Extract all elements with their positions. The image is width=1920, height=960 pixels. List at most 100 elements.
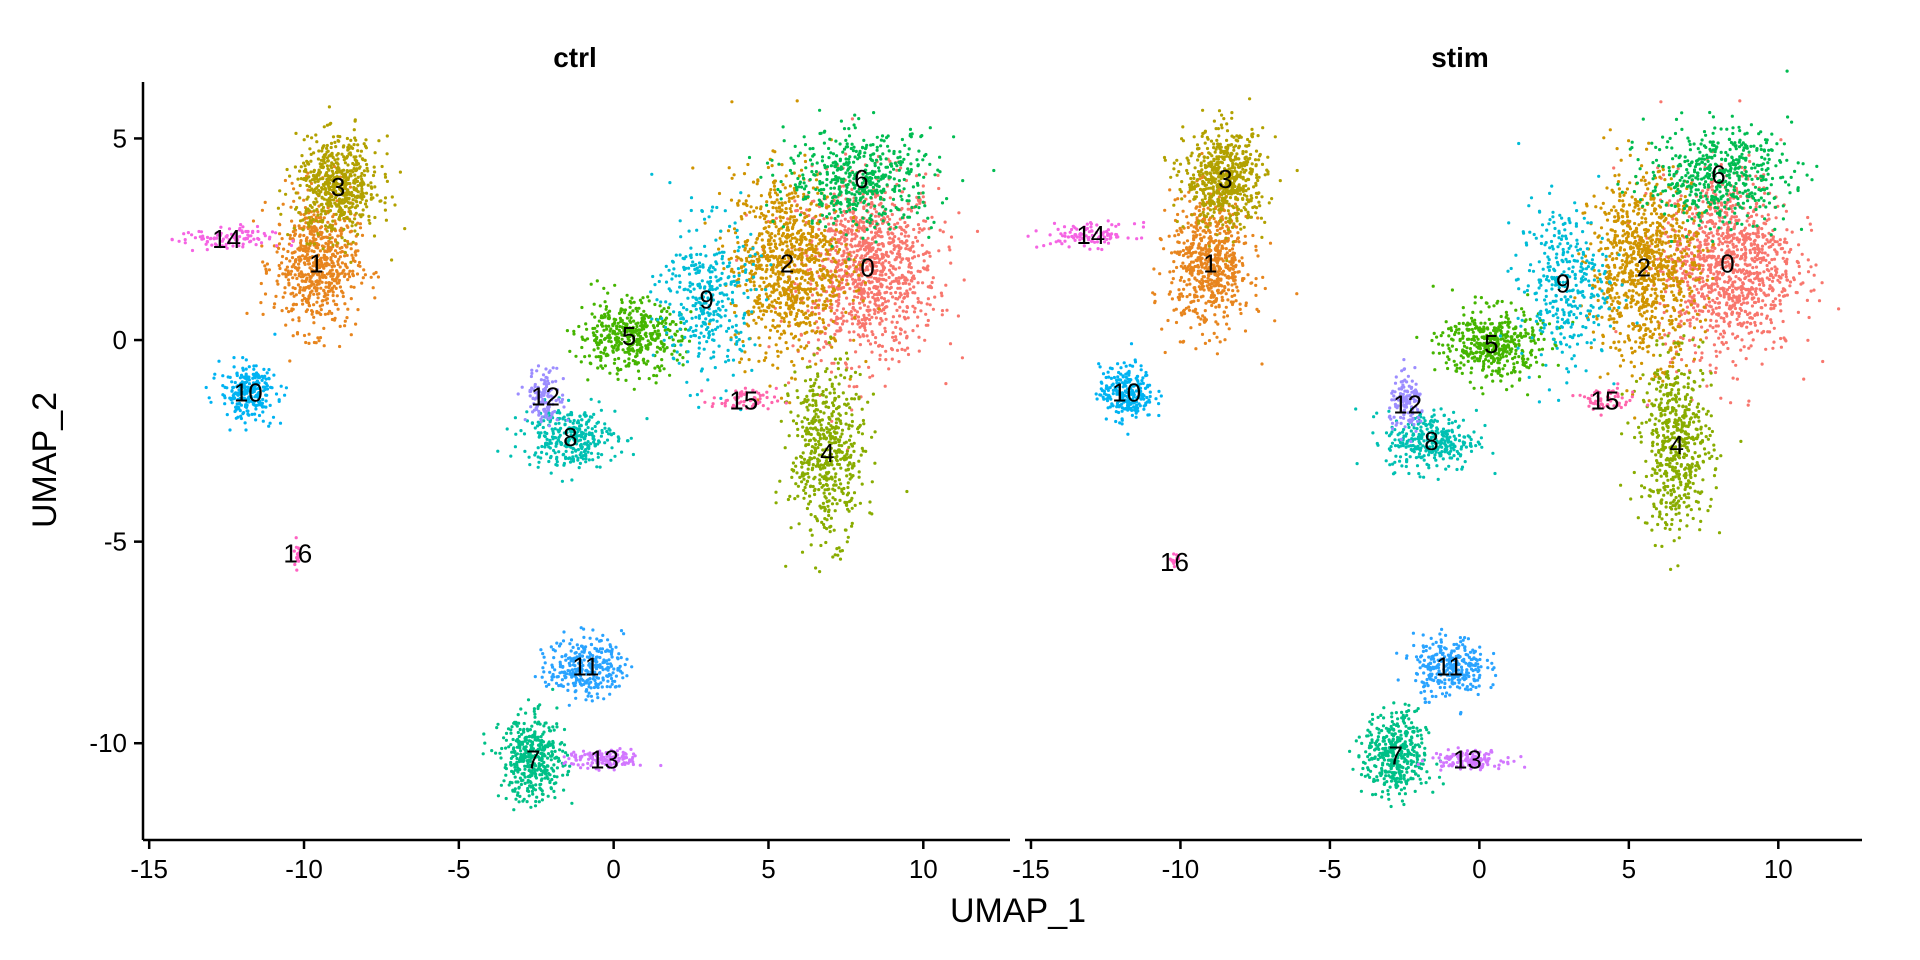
point [835, 278, 839, 282]
point [884, 349, 888, 353]
point [949, 261, 953, 265]
point [358, 200, 363, 205]
point [839, 457, 843, 461]
point [352, 285, 356, 289]
point [830, 419, 834, 423]
point [655, 324, 660, 328]
point [861, 418, 866, 423]
point [837, 412, 841, 416]
point [761, 313, 766, 317]
point [825, 215, 829, 219]
point [383, 175, 388, 179]
point [831, 171, 836, 175]
point [816, 372, 820, 376]
point [875, 135, 879, 139]
point [802, 181, 806, 185]
point [857, 243, 861, 247]
point [913, 291, 917, 295]
point [792, 222, 796, 227]
point [765, 264, 769, 268]
point [797, 338, 801, 342]
point [804, 221, 808, 225]
point [916, 223, 921, 227]
point [303, 164, 307, 168]
point [805, 330, 809, 334]
point [828, 378, 832, 382]
point [312, 189, 316, 193]
point [304, 244, 308, 248]
point [824, 388, 828, 392]
point [845, 449, 850, 453]
point [862, 303, 867, 307]
point [940, 313, 944, 317]
point [852, 123, 856, 127]
point [353, 136, 357, 140]
point [844, 422, 848, 426]
point [787, 296, 791, 300]
point [759, 263, 763, 267]
point [310, 289, 314, 293]
point [490, 749, 494, 753]
point [678, 353, 682, 357]
point [323, 262, 327, 266]
point [855, 228, 859, 232]
point [343, 161, 347, 165]
point [803, 379, 808, 383]
point [779, 350, 783, 354]
point [931, 307, 936, 311]
point [822, 217, 826, 221]
point [840, 235, 844, 239]
point [833, 475, 837, 479]
point [821, 244, 825, 249]
point [287, 283, 291, 287]
point [906, 346, 910, 350]
point [762, 280, 766, 284]
point [841, 491, 845, 496]
point [302, 244, 306, 248]
point [636, 332, 640, 336]
point [775, 198, 779, 202]
point [924, 323, 928, 327]
point [773, 310, 778, 314]
point [911, 185, 916, 189]
point [345, 224, 349, 228]
point [857, 470, 861, 474]
point [772, 184, 777, 188]
point [777, 284, 781, 288]
point [832, 203, 836, 208]
point [536, 706, 540, 711]
point [831, 294, 836, 298]
point [888, 227, 892, 231]
point [732, 173, 736, 177]
point [549, 754, 554, 758]
point [629, 316, 633, 320]
point [836, 214, 840, 218]
point [920, 243, 924, 247]
point [881, 333, 885, 337]
point [923, 338, 927, 342]
point [367, 218, 371, 222]
point [595, 324, 600, 328]
point [779, 294, 783, 298]
point [620, 300, 624, 305]
point [755, 206, 759, 210]
point [755, 237, 759, 241]
point [871, 374, 875, 378]
point [900, 190, 905, 194]
point [549, 786, 553, 790]
point [794, 314, 799, 318]
point [858, 321, 862, 325]
point [283, 291, 287, 295]
point [880, 319, 884, 323]
point [867, 308, 871, 312]
point [870, 290, 874, 295]
point [325, 301, 329, 305]
point [882, 308, 886, 312]
point [352, 155, 356, 159]
point [777, 229, 781, 233]
point [821, 483, 826, 488]
point [867, 241, 871, 245]
point [322, 144, 326, 148]
point [307, 286, 311, 290]
point [295, 331, 300, 335]
